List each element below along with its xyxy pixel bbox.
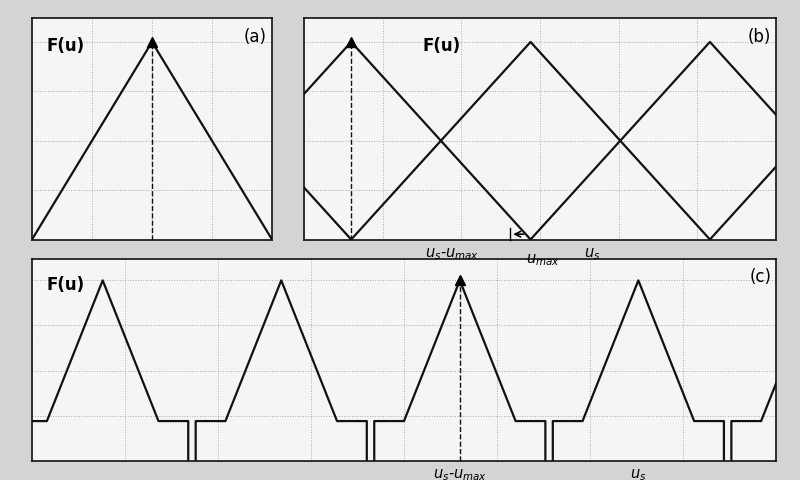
Text: $u_s$-$u_{max}$: $u_s$-$u_{max}$ (433, 467, 487, 480)
Text: F(u): F(u) (47, 276, 85, 293)
Text: (b): (b) (748, 28, 771, 46)
Text: F(u): F(u) (422, 37, 460, 55)
Text: F(u): F(u) (46, 37, 85, 55)
Text: $u_s$-$u_{max}$: $u_s$-$u_{max}$ (425, 246, 479, 262)
Text: (a): (a) (243, 28, 266, 46)
Text: $u_s$: $u_s$ (630, 467, 646, 480)
Text: (c): (c) (750, 267, 772, 285)
Text: $u_{max}$: $u_{max}$ (526, 252, 559, 267)
Text: $u_s$: $u_s$ (584, 246, 600, 262)
